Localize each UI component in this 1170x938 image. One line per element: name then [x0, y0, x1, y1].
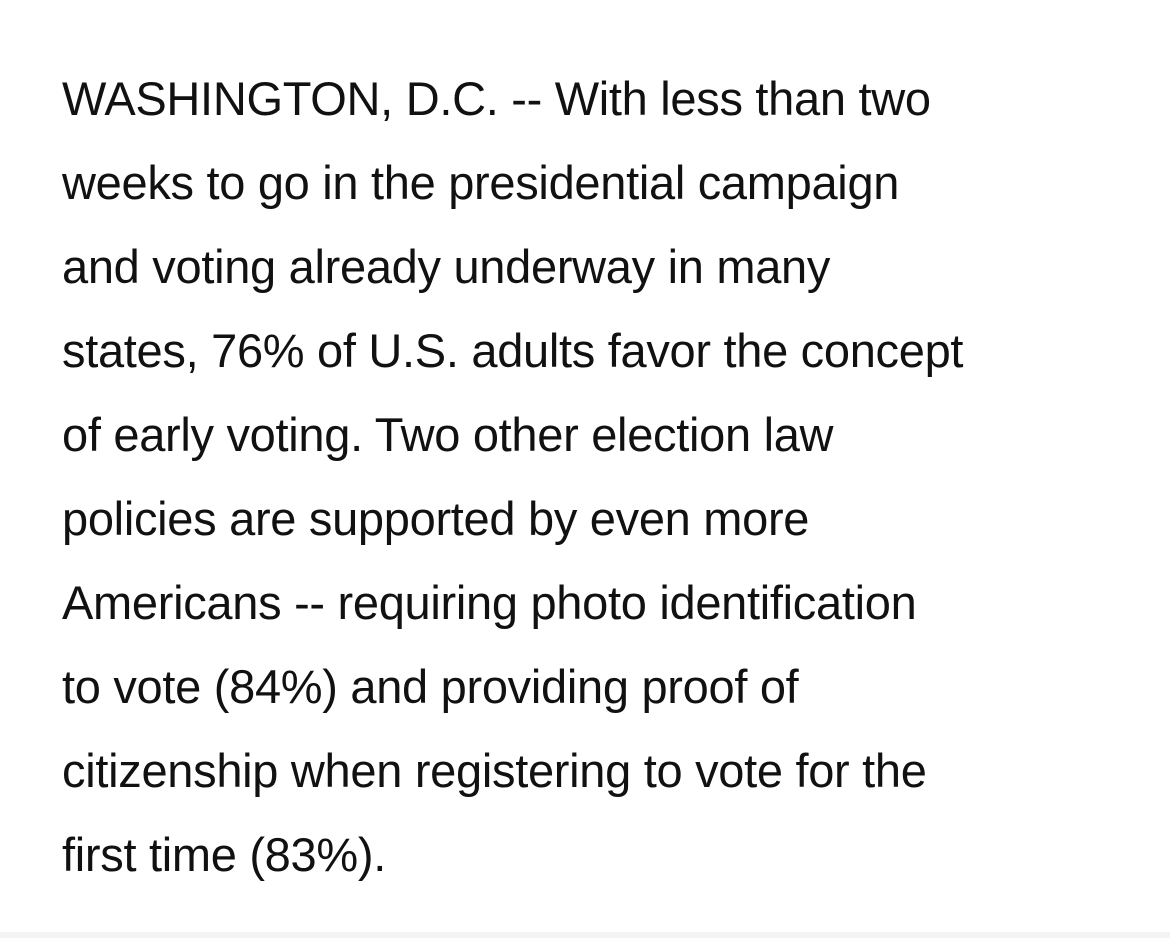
paragraph-line: WASHINGTON, D.C. -- With less than two — [62, 72, 931, 125]
paragraph-line: weeks to go in the presidential campaign — [62, 156, 900, 209]
paragraph-line: states, 76% of U.S. adults favor the con… — [62, 324, 964, 377]
article-paragraph: WASHINGTON, D.C. -- With less than two w… — [62, 57, 1122, 897]
paragraph-line: citizenship when registering to vote for… — [62, 744, 927, 797]
bottom-divider — [0, 932, 1170, 938]
paragraph-line: first time (83%). — [62, 828, 386, 881]
paragraph-line: Americans -- requiring photo identificat… — [62, 576, 917, 629]
paragraph-line: and voting already underway in many — [62, 240, 831, 293]
paragraph-line: of early voting. Two other election law — [62, 408, 834, 461]
paragraph-line: to vote (84%) and providing proof of — [62, 660, 799, 713]
paragraph-line: policies are supported by even more — [62, 492, 810, 545]
